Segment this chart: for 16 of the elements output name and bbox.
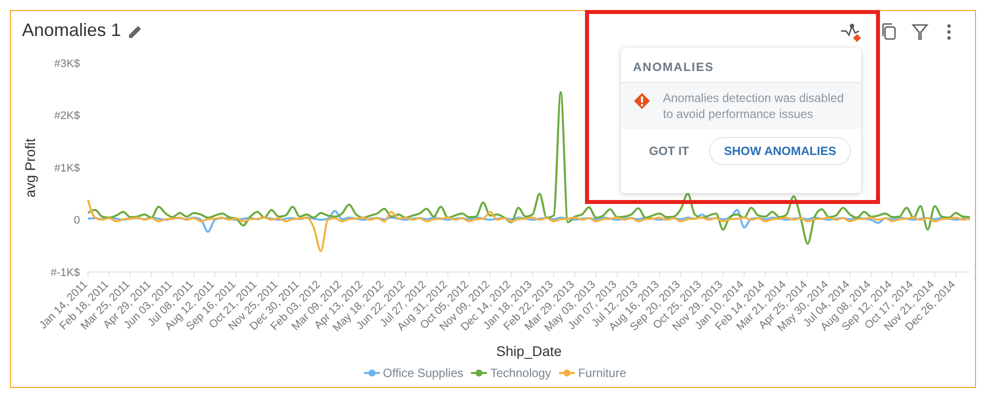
legend-label: Furniture — [577, 366, 626, 380]
y-tick-label: #2K$ — [54, 110, 80, 122]
y-tick-label: 0 — [74, 214, 80, 227]
annotation: SHOW ANOMALIES — [709, 137, 852, 165]
y-tick-label: #3K$ — [54, 58, 80, 70]
message-panel: Anomalies detection was disabled to avoid performance issues — [621, 83, 861, 129]
legend-label: Technology — [489, 366, 552, 380]
annotation: GOT IT — [649, 144, 689, 158]
annotation: ANOMALIES — [621, 48, 861, 83]
y-axis-title: avg Profit — [22, 138, 38, 198]
legend-label: Office Supplies — [382, 366, 464, 380]
chart-title: Anomalies 1 — [22, 20, 122, 41]
annotation: Anomalies detection was disabled to avoid performance issues — [663, 90, 845, 122]
x-axis-title: Ship_Date — [496, 343, 562, 359]
y-tick-label: #-1K$ — [50, 266, 80, 279]
y-tick-label: #1K$ — [54, 162, 80, 174]
